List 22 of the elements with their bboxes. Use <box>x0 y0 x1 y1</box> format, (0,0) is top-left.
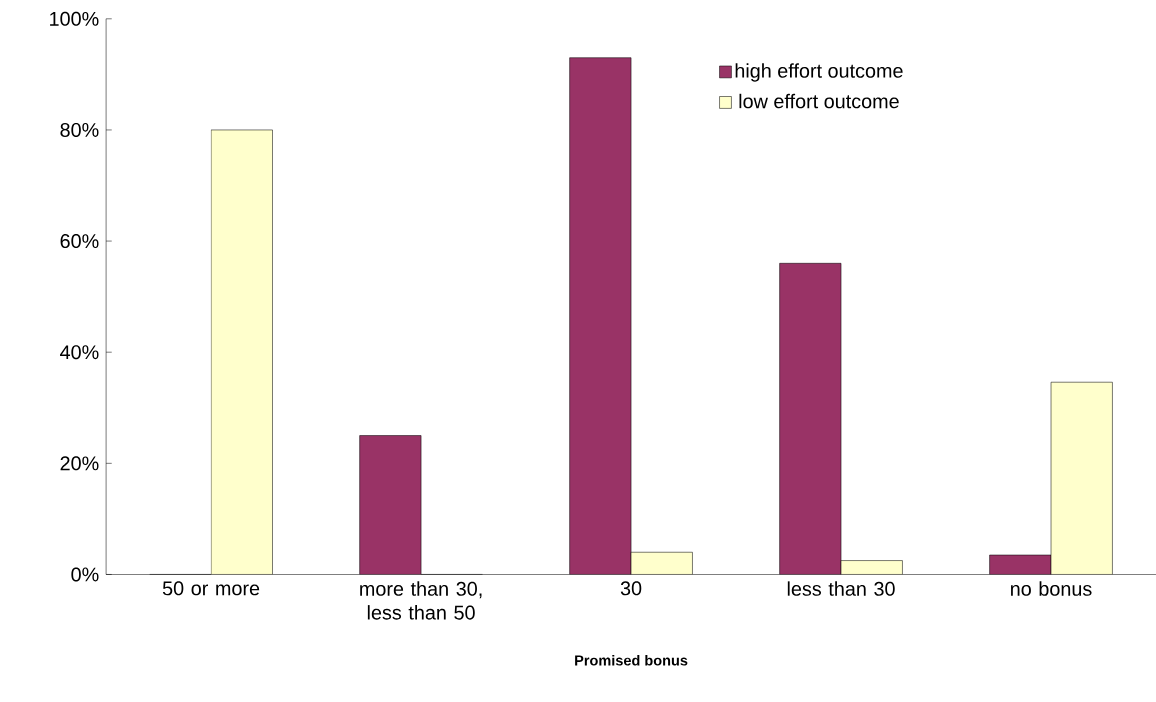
x-tick-label: 50 or more <box>162 581 260 596</box>
x-tick-label: 30 <box>620 581 642 596</box>
bar <box>779 263 842 575</box>
y-tick-label: 40% <box>60 345 99 360</box>
bar <box>211 129 273 575</box>
y-tick-label: 60% <box>60 233 99 248</box>
y-tick-label: 0% <box>71 567 99 582</box>
legend-label: high effort outcome <box>735 63 903 82</box>
bar <box>359 435 422 575</box>
y-tick-label: 80% <box>60 122 99 137</box>
x-axis-title: Promised bonus <box>575 654 688 666</box>
x-tick-label: less than 30 <box>787 581 895 596</box>
bar <box>1050 381 1113 575</box>
y-tick-label: 20% <box>60 456 99 471</box>
bar <box>631 552 693 575</box>
y-tick-label: 100% <box>50 11 99 26</box>
x-tick-label: no bonus <box>1011 581 1092 596</box>
x-tick-label: more than 30, less than 50 <box>360 581 482 620</box>
bar <box>989 554 1052 575</box>
bar <box>841 560 903 575</box>
bar <box>569 57 632 575</box>
legend-label: low effort outcome <box>739 93 899 109</box>
